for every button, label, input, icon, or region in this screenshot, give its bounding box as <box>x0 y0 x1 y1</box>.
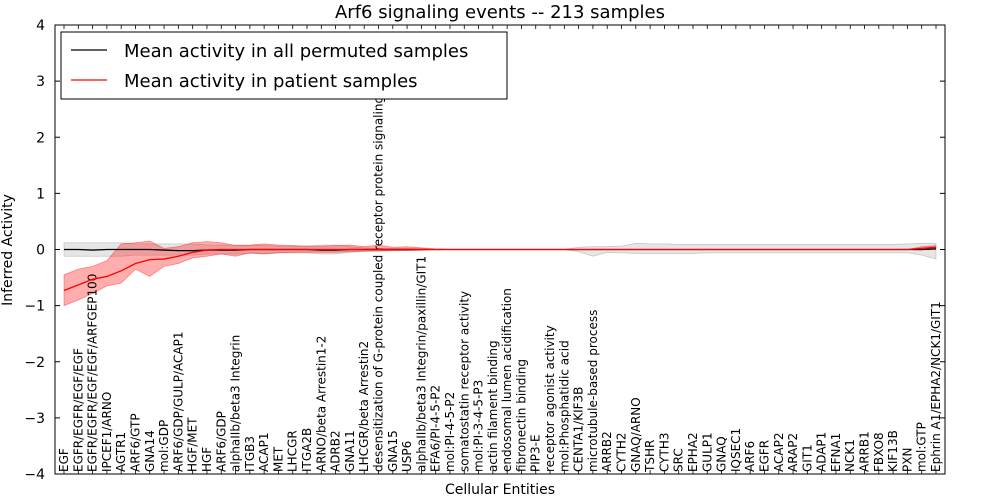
x-tick-label: CYTH3 <box>657 432 671 472</box>
x-tick-label: GNAQ <box>715 436 729 472</box>
legend-label-1: Mean activity in all permuted samples <box>124 41 468 62</box>
x-tick-label: mol:GDP <box>157 420 171 472</box>
chart-title: Arf6 signaling events -- 213 samples <box>335 2 665 23</box>
x-tick-label: TSHR <box>643 440 657 473</box>
x-tick-label: EGFR <box>757 440 771 472</box>
x-tick-label: NCK1 <box>843 439 857 472</box>
y-tick-label: −1 <box>24 299 45 315</box>
x-tick-label: ARRB1 <box>858 431 872 472</box>
x-tick-label: endosomal lumen acidification <box>500 288 514 472</box>
x-tick-label: CENTA1/KIF3B <box>572 387 586 472</box>
x-tick-label: ARF6/GDP <box>214 411 228 472</box>
x-tick-label: GULP1 <box>700 432 714 472</box>
x-tick-label: EFNA1 <box>829 433 843 472</box>
legend-box <box>60 31 508 100</box>
x-tick-label: EFA6/PI-4-5-P2 <box>429 385 443 472</box>
x-tick-label: PIP3-E <box>529 434 543 472</box>
legend-label-2: Mean activity in patient samples <box>124 71 418 92</box>
x-tick-label: fibronectin binding <box>514 359 528 472</box>
x-tick-label: ARF6/GDP/GULP/ACAP1 <box>171 332 185 472</box>
x-tick-label: GNA14 <box>143 430 157 472</box>
x-tick-label: GNA15 <box>386 430 400 472</box>
y-tick-label: 3 <box>36 74 45 90</box>
y-tick-label: 1 <box>36 186 45 202</box>
x-tick-label: ADAP1 <box>815 432 829 472</box>
x-tick-label: actin filament binding <box>486 340 500 472</box>
y-tick-label: −4 <box>24 467 45 483</box>
x-tick-label: ACAP1 <box>257 433 271 472</box>
x-tick-label: GNAQ/ARNO <box>629 397 643 472</box>
x-tick-label: ARF6 <box>743 441 757 472</box>
series-band-1 <box>63 242 937 260</box>
x-tick-label: IPCEF1/ARNO <box>100 392 114 472</box>
y-axis-title: Inferred Activity <box>0 194 16 306</box>
x-tick-label: mol:PI-3-4-5-P3 <box>472 380 486 472</box>
x-tick-label: GIT1 <box>800 444 814 472</box>
x-tick-label: mol:PI-4-5-P2 <box>443 392 457 472</box>
x-axis-title: Cellular Entities <box>445 482 555 498</box>
x-tick-label: CYTH2 <box>615 433 629 473</box>
x-tick-label: HGF/MET <box>186 417 200 472</box>
x-tick-label: LHCGR/beta Arrestin2 <box>357 341 371 472</box>
series-band-2 <box>63 240 937 307</box>
x-tick-label: ARF6/GTP <box>128 413 142 472</box>
series-line-2 <box>63 246 937 292</box>
x-tick-label: USP6 <box>400 441 414 472</box>
x-tick-label: somatostatin receptor activity <box>457 291 471 472</box>
x-tick-label: ARAP2 <box>786 433 800 472</box>
x-tick-label: EGF <box>57 448 71 472</box>
x-tick-label: FBXO8 <box>872 432 886 472</box>
x-tick-label: EGFR/EGFR/EGF/EGF <box>71 348 85 472</box>
x-tick-label: desensitization of G-protein coupled rec… <box>371 41 385 472</box>
x-tick-label: LHCGR <box>286 430 300 472</box>
x-tick-label: PXN <box>900 448 914 472</box>
x-tick-label: ADRB2 <box>329 430 343 472</box>
x-tick-label: EGFR/EGFR/EGF/EGF/ARFGEP100 <box>86 274 100 472</box>
x-tick-label: ARNO/beta Arrestin1-2 <box>314 336 328 472</box>
x-tick-label: HGF <box>200 447 214 472</box>
x-tick-label: Ephrin A1/EPHA2/NCK1/GIT1 <box>929 301 943 472</box>
y-tick-label: 4 <box>36 18 45 34</box>
x-tick-label: SRC <box>672 448 686 472</box>
x-tick-label: receptor agonist activity <box>543 325 557 472</box>
x-tick-label: mol:Phosphatidic acid <box>557 340 571 472</box>
y-tick-label: −3 <box>24 411 45 427</box>
x-tick-label: microtubule-based process <box>586 310 600 472</box>
x-tick-label: alphaIIb/beta3 Integrin/paxillin/GIT1 <box>414 256 428 472</box>
x-tick-label: MET <box>271 446 285 472</box>
x-tick-label: ARRB2 <box>600 431 614 472</box>
y-tick-label: −2 <box>24 355 45 371</box>
y-tick-label: 0 <box>36 243 45 259</box>
x-tick-label: EPHA2 <box>686 432 700 472</box>
x-tick-label: alphaIIb/beta3 Integrin <box>229 335 243 472</box>
x-tick-label: mol:GTP <box>915 422 929 472</box>
x-tick-label: AGTR1 <box>114 432 128 472</box>
x-tick-label: ITGA2B <box>300 428 314 472</box>
y-tick-label: 2 <box>36 130 45 146</box>
x-tick-label: GNA11 <box>343 430 357 472</box>
x-tick-label: IQSEC1 <box>729 428 743 472</box>
x-tick-label: ACAP2 <box>772 433 786 472</box>
x-tick-label: ITGB3 <box>243 436 257 472</box>
x-tick-label: KIF13B <box>886 430 900 472</box>
